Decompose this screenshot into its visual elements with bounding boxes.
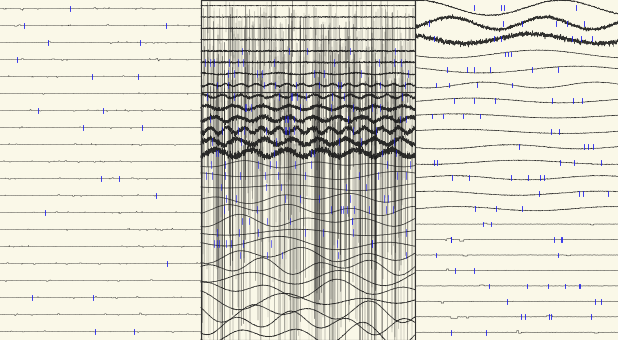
Bar — [201, 0, 415, 340]
Bar — [201, 0, 415, 92]
